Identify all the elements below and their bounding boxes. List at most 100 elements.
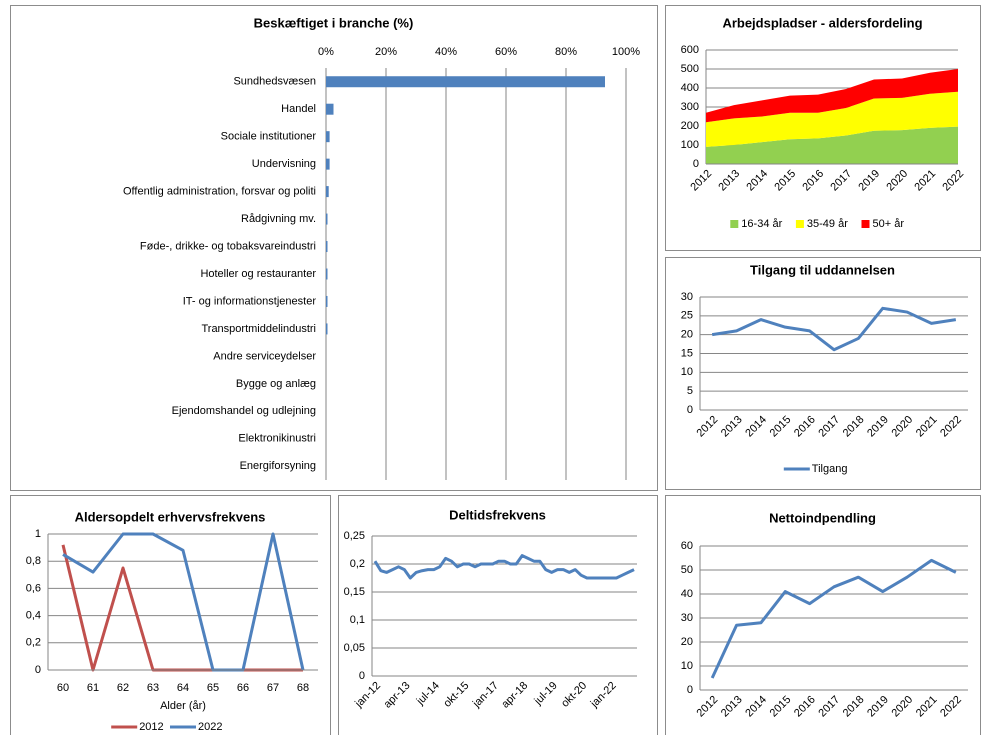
legend-swatch (861, 220, 870, 228)
y-tick-label: 600 (681, 44, 699, 56)
category-label: Elektronikinustri (238, 433, 316, 445)
area (706, 126, 958, 164)
category-label: Ejendomshandel og udlejning (172, 405, 316, 417)
y-tick-label: 0 (35, 664, 41, 676)
x-tick-label: 20% (375, 46, 397, 58)
line (373, 554, 635, 580)
category-label: Transportmiddelindustri (201, 323, 316, 335)
area (706, 69, 958, 123)
category-label: Sundhedsvæsen (233, 76, 316, 88)
y-tick-label: 0,8 (26, 555, 41, 567)
category-label: Føde-, drikke- og tobaksvareindustri (140, 240, 316, 252)
category-label: IT- og informationstjenester (183, 295, 317, 307)
y-tick-label: 50 (681, 564, 693, 576)
legend-label: Tilgang (812, 463, 848, 475)
y-tick-label: 20 (681, 329, 693, 341)
x-tick-label: 65 (207, 682, 219, 694)
y-tick-label: 15 (681, 347, 693, 359)
y-tick-label: 10 (681, 660, 693, 672)
x-tick-label: 63 (147, 682, 159, 694)
y-tick-label: 25 (681, 310, 693, 322)
bar (326, 295, 328, 307)
y-tick-label: 0 (359, 670, 365, 682)
y-tick-label: 0,25 (344, 530, 365, 542)
x-tick-label: 80% (555, 46, 577, 58)
category-label: Andre serviceydelser (213, 350, 316, 362)
line (710, 558, 957, 679)
bar (326, 323, 328, 335)
legend-swatch (795, 220, 804, 228)
bar (326, 241, 328, 253)
area (706, 91, 958, 147)
x-tick-label: 40% (435, 46, 457, 58)
panel (665, 257, 981, 490)
bar (326, 268, 328, 280)
y-tick-label: 20 (681, 636, 693, 648)
x-tick-label: 0% (318, 46, 334, 58)
y-tick-label: 0,1 (350, 614, 365, 626)
legend-swatch (730, 220, 739, 228)
chart-title: Tilgang til uddannelsen (750, 262, 895, 277)
y-tick-label: 0,4 (26, 610, 41, 622)
y-tick-label: 300 (681, 101, 699, 113)
chart-title: Beskæftiget i branche (%) (254, 15, 414, 30)
x-axis-label: Alder (år) (160, 700, 206, 712)
x-tick-label: 60% (495, 46, 517, 58)
legend-label: 16-34 år (741, 218, 782, 230)
y-tick-label: 400 (681, 82, 699, 94)
x-tick-label: 67 (267, 682, 279, 694)
panel (338, 495, 658, 735)
y-tick-label: 500 (681, 63, 699, 75)
legend-label: 50+ år (873, 218, 905, 230)
x-tick-label: 66 (237, 682, 249, 694)
y-tick-label: 30 (681, 612, 693, 624)
y-tick-label: 60 (681, 540, 693, 552)
y-tick-label: 0,15 (344, 586, 365, 598)
category-label: Rådgivning mv. (241, 213, 316, 225)
chart-title: Aldersopdelt erhvervsfrekvens (75, 509, 266, 524)
x-tick-label: 64 (177, 682, 189, 694)
chart-title: Deltidsfrekvens (449, 507, 546, 522)
bar (326, 186, 329, 198)
y-tick-label: 10 (681, 366, 693, 378)
y-tick-label: 30 (681, 291, 693, 303)
bar (326, 213, 328, 225)
y-tick-label: 200 (681, 120, 699, 132)
category-label: Handel (281, 103, 316, 115)
chart-title: Nettoindpendling (769, 510, 876, 525)
legend-label: 35-49 år (807, 218, 848, 230)
x-tick-label: 100% (612, 46, 640, 58)
category-label: Energiforsyning (240, 460, 316, 472)
chart-title: Arbejdspladser - aldersfordeling (722, 15, 922, 30)
category-label: Sociale institutioner (221, 131, 317, 143)
x-tick-label: 62 (117, 682, 129, 694)
y-tick-label: 0,2 (26, 637, 41, 649)
legend-label: 2022 (198, 721, 222, 733)
y-tick-label: 0 (693, 158, 699, 170)
line (62, 532, 305, 672)
y-tick-label: 0,05 (344, 642, 365, 654)
category-label: Offentlig administration, forsvar og pol… (123, 186, 316, 198)
category-label: Hoteller og restauranter (200, 268, 316, 280)
y-tick-label: 1 (35, 528, 41, 540)
x-tick-label: 68 (297, 682, 309, 694)
x-tick-label: 60 (57, 682, 69, 694)
y-tick-label: 0 (687, 404, 693, 416)
panel (665, 495, 981, 735)
y-tick-label: 0,6 (26, 582, 41, 594)
legend-label: 2012 (139, 721, 163, 733)
category-label: Undervisning (252, 158, 316, 170)
bar (326, 158, 330, 170)
y-tick-label: 5 (687, 385, 693, 397)
category-label: Bygge og anlæg (236, 378, 316, 390)
bar (326, 103, 334, 115)
y-tick-label: 40 (681, 588, 693, 600)
bar (326, 76, 605, 88)
y-tick-label: 100 (681, 139, 699, 151)
bar (326, 131, 330, 143)
y-tick-label: 0 (687, 684, 693, 696)
y-tick-label: 0,2 (350, 558, 365, 570)
line (711, 306, 957, 352)
